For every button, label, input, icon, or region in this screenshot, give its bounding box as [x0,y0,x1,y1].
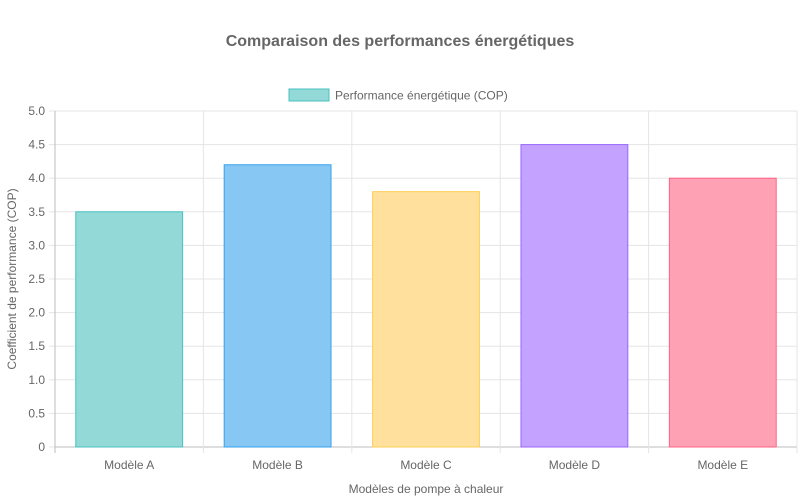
y-axis-title: Coefficient de performance (COP) [5,188,19,369]
x-tick-label: Modèle D [549,458,601,472]
chart-title: Comparaison des performances énergétique… [226,33,575,50]
y-tick-label: 1.0 [28,373,45,387]
x-tick-label: Modèle B [252,458,303,472]
x-tick-label: Modèle A [104,458,154,472]
bar-mod-le-a[interactable] [75,211,184,448]
y-tick-label: 4.5 [28,138,45,152]
y-tick-label: 3.0 [28,238,45,252]
legend-label: Performance énergétique (COP) [335,89,508,103]
y-tick-label: 5.0 [28,104,45,118]
x-axis-title: Modèles de pompe à chaleur [349,482,504,496]
y-tick-label: 0.5 [28,406,45,420]
bars [75,144,777,448]
bar-mod-le-e[interactable] [668,177,777,448]
y-tick-label: 2.0 [28,306,45,320]
bar-mod-le-c[interactable] [372,191,480,448]
x-tick-label: Modèle C [400,458,452,472]
legend[interactable]: Performance énergétique (COP) [288,88,508,103]
y-tick-label: 2.5 [28,272,45,286]
y-tick-label: 4.0 [28,171,45,185]
x-tick-label: Modèle E [697,458,748,472]
y-tick-label: 3.5 [28,205,45,219]
y-tick-label: 0 [38,440,45,454]
x-axis-ticks: Modèle A Modèle B Modèle C Modèle D Modèle E [104,458,748,472]
y-axis-ticks: 0 0.5 1.0 1.5 2.0 2.5 3.0 3.5 4.0 4.5 5.0 [28,104,45,454]
bar-mod-le-d[interactable] [520,144,629,448]
y-tick-label: 1.5 [28,339,45,353]
legend-swatch [288,88,330,102]
bar-mod-le-b[interactable] [223,164,332,448]
